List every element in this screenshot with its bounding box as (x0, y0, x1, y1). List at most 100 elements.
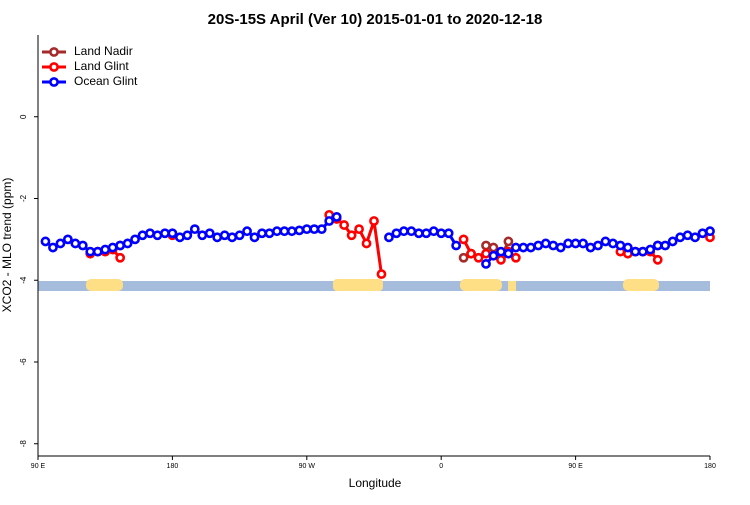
x-axis-label: Longitude (349, 476, 402, 490)
legend-marker (49, 77, 59, 87)
data-point (428, 226, 439, 237)
data-point (682, 230, 693, 241)
land-patch (333, 279, 383, 291)
land-patch (86, 279, 123, 291)
data-point (458, 234, 469, 245)
data-point (182, 230, 193, 241)
data-point (145, 228, 155, 239)
data-point (630, 246, 641, 257)
data-point (376, 269, 387, 280)
data-point (600, 236, 611, 247)
land-mask (38, 279, 710, 291)
data-point (697, 228, 708, 239)
data-point (473, 252, 484, 263)
data-point (503, 248, 514, 259)
data-point (249, 232, 260, 243)
x-tick-label: 90 E (568, 463, 583, 470)
data-point (212, 232, 223, 243)
data-point (481, 240, 491, 251)
legend-marker (49, 62, 59, 72)
data-point (637, 246, 648, 257)
y-tick-label: 0 (19, 114, 28, 119)
data-point (667, 236, 678, 247)
series (40, 211, 715, 269)
data-point (294, 225, 305, 236)
data-point (622, 242, 633, 253)
data-point (608, 238, 618, 249)
data-point (160, 228, 170, 239)
data-point (122, 238, 133, 249)
data-point (398, 226, 409, 237)
data-point (85, 246, 96, 257)
data-point (369, 216, 379, 226)
data-point (391, 228, 402, 239)
data-point (510, 252, 521, 263)
data-point (533, 240, 544, 251)
data-point (115, 240, 126, 251)
data-point (563, 238, 574, 249)
x-tick-label: 180 (167, 463, 179, 470)
data-point (227, 232, 238, 243)
data-point (234, 230, 245, 241)
data-point (316, 224, 327, 235)
data-point (496, 246, 506, 257)
data-point (204, 228, 215, 239)
data-point (690, 232, 700, 243)
data-point (518, 242, 529, 253)
legend-label: Land Nadir (74, 44, 133, 58)
data-point (279, 226, 290, 237)
data-point (242, 226, 252, 237)
y-tick-label: -8 (19, 440, 28, 448)
data-point (705, 226, 715, 237)
land-patch (623, 279, 659, 291)
data-point (77, 240, 88, 251)
data-point (48, 242, 58, 253)
y-tick-label: -2 (19, 194, 28, 202)
data-point (451, 240, 462, 251)
data-point (615, 240, 626, 251)
land-patch (460, 279, 502, 291)
data-point (540, 238, 551, 249)
data-point (413, 228, 424, 239)
data-point (62, 234, 73, 245)
x-tick-label: 0 (439, 463, 443, 470)
data-point (137, 230, 148, 241)
x-tick-label: 90 W (299, 463, 316, 470)
x-tick-label: 90 E (31, 463, 46, 470)
data-point (324, 216, 335, 226)
data-point (660, 240, 671, 251)
data-point (555, 242, 566, 253)
chart-title: 20S-15S April (Ver 10) 2015-01-01 to 202… (208, 11, 543, 28)
y-tick-label: -6 (19, 358, 28, 366)
data-point (652, 240, 663, 251)
data-point (384, 232, 394, 243)
legend-label: Land Glint (74, 59, 129, 73)
data-point (354, 224, 364, 235)
data-point (55, 238, 66, 249)
data-point (100, 244, 111, 255)
data-point (272, 226, 282, 237)
data-point (443, 228, 454, 239)
data-point (339, 220, 350, 230)
data-point (481, 248, 491, 259)
legend-label: Ocean Glint (74, 74, 138, 88)
data-point (488, 250, 499, 261)
data-point (115, 252, 126, 263)
data-point (510, 242, 521, 253)
data-point (652, 254, 663, 265)
data-point (645, 244, 656, 255)
data-point (548, 240, 559, 251)
data-point (361, 238, 372, 249)
data-point (346, 230, 357, 241)
legend-marker (49, 47, 59, 57)
data-point (331, 211, 342, 222)
data-point (488, 242, 499, 253)
data-point (481, 258, 491, 269)
data-point (257, 228, 267, 239)
data-point (421, 228, 432, 239)
data-point (286, 226, 297, 237)
data-point (309, 224, 320, 235)
data-point (219, 230, 230, 241)
